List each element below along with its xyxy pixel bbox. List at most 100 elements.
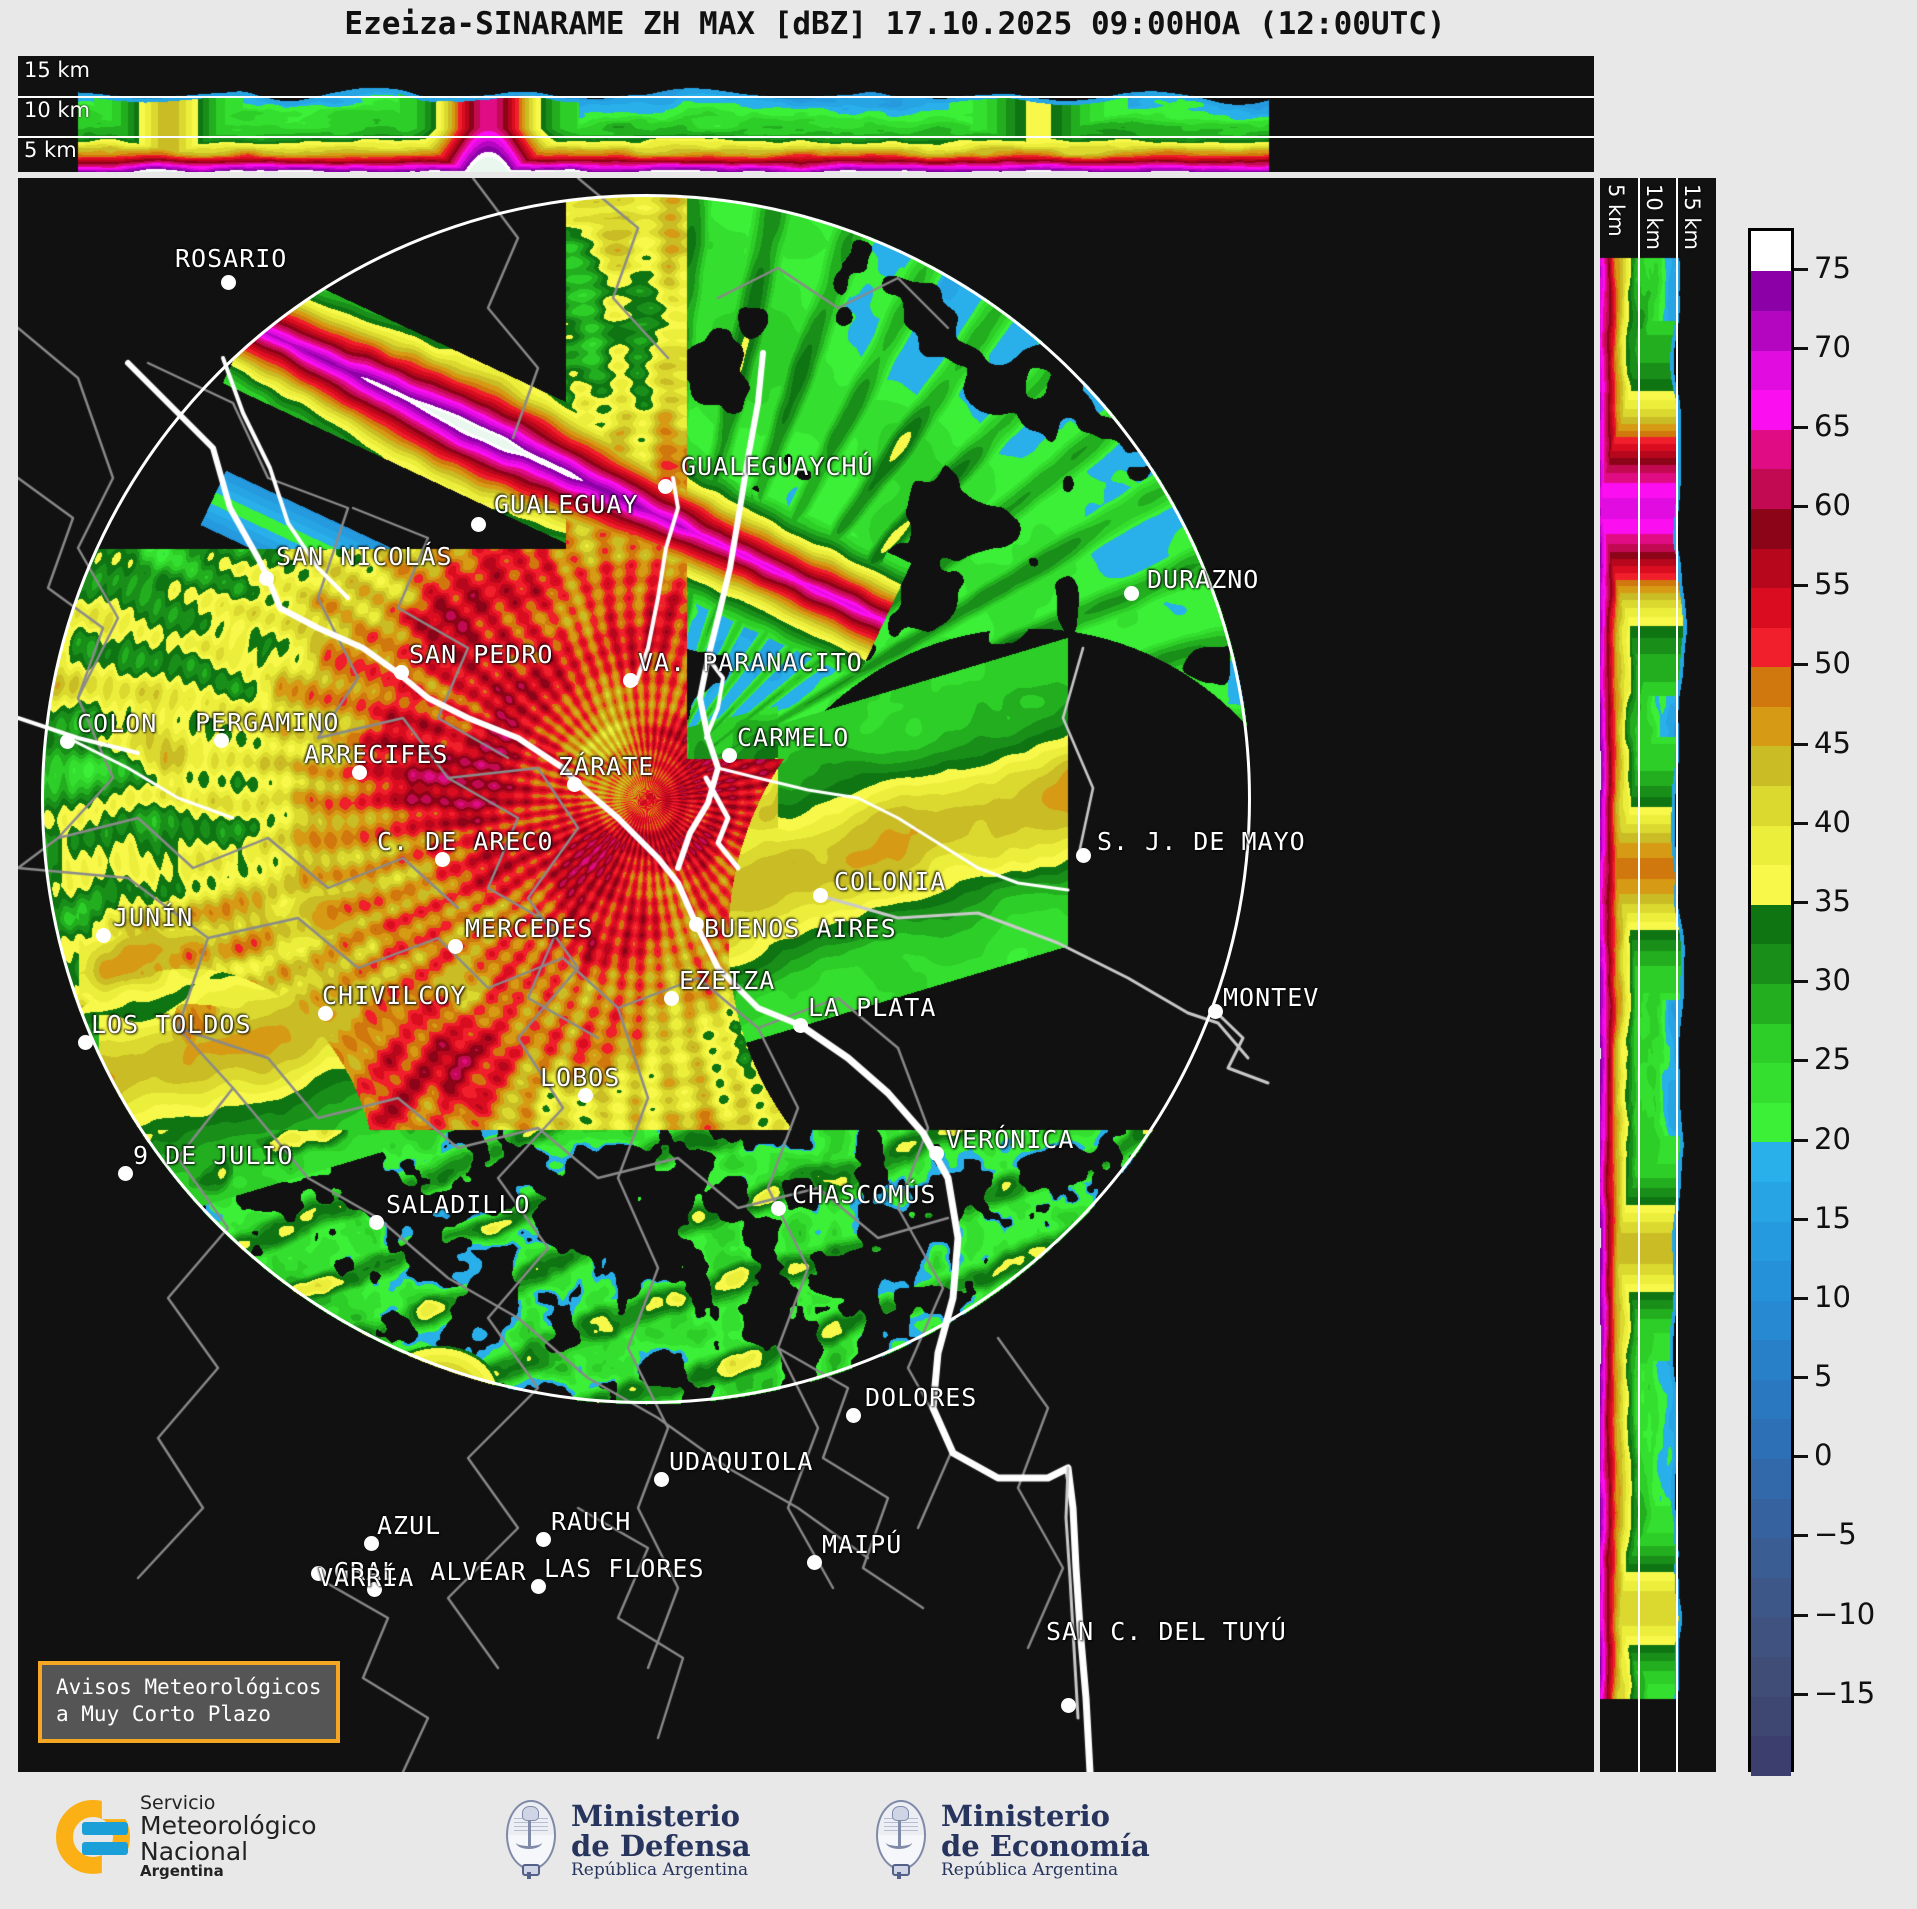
city-dot-icon	[448, 939, 463, 954]
city-dot-icon	[394, 665, 409, 680]
smn-logo-icon	[56, 1799, 130, 1874]
defensa-line3: República Argentina	[571, 1859, 749, 1880]
colorbar-tick-label: −15	[1814, 1675, 1876, 1710]
colorbar-segment	[1751, 310, 1791, 351]
cross-section-top-echo	[18, 56, 1594, 172]
colorbar-tick	[1794, 1376, 1808, 1380]
city-dot-icon	[658, 479, 673, 494]
city-label: UDAQUIOLA	[669, 1447, 814, 1476]
city-dot-icon	[793, 1018, 808, 1033]
city-dot-icon	[664, 991, 679, 1006]
city-dot-icon	[96, 928, 111, 943]
colorbar-tick-label: 40	[1814, 804, 1851, 839]
city-label: CARMELO	[737, 723, 850, 752]
city-label: CHASCOMÚS	[792, 1180, 937, 1209]
city-label: DOLORES	[865, 1383, 978, 1412]
colorbar-segment	[1751, 785, 1791, 826]
city-dot-icon	[435, 852, 450, 867]
colorbar-tick-label: 60	[1814, 488, 1851, 523]
city-dot-icon	[567, 777, 582, 792]
warning-badge[interactable]: Avisos Meteorológicos a Muy Corto Plazo	[38, 1661, 340, 1743]
colorbar-segment	[1751, 389, 1791, 430]
altitude-gridline-right-10km	[1676, 178, 1678, 1772]
altitude-label-right-10km: 10 km	[1642, 184, 1666, 251]
altitude-label-right-15km: 15 km	[1680, 184, 1704, 251]
colorbar-tick-label: 65	[1814, 408, 1851, 443]
cross-section-right-panel: 5 km 10 km 15 km	[1600, 178, 1716, 1772]
colorbar-tick	[1794, 584, 1808, 588]
colorbar-tick-label: 25	[1814, 1042, 1851, 1077]
cross-section-right-echo	[1600, 178, 1716, 1772]
colorbar-segment	[1751, 1339, 1791, 1380]
radar-range-ring	[41, 194, 1251, 1404]
colorbar-segment	[1751, 1299, 1791, 1341]
colorbar-segment	[1751, 1220, 1791, 1262]
colorbar-segment	[1751, 1735, 1791, 1776]
city-label: LOBOS	[540, 1063, 621, 1092]
city-label: DURAZNO	[1147, 565, 1260, 594]
city-label: EZEIZA	[679, 966, 776, 995]
city-dot-icon	[689, 917, 704, 932]
colorbar-tick	[1794, 505, 1808, 509]
colorbar-tick-label: 5	[1814, 1359, 1833, 1394]
colorbar-tick-label: 45	[1814, 725, 1851, 760]
colorbar-tick	[1794, 1059, 1808, 1063]
colorbar-segment	[1751, 904, 1791, 945]
city-label: S. J. DE MAYO	[1097, 827, 1306, 856]
city-label: LAS FLORES	[544, 1554, 705, 1583]
colorbar-segment	[1751, 1101, 1791, 1143]
logo-ministerio-economia: Ministerio de Economía República Argenti…	[870, 1798, 1150, 1882]
city-dot-icon	[311, 1566, 326, 1581]
economia-line3: República Argentina	[941, 1859, 1119, 1880]
colorbar-segment	[1751, 231, 1791, 272]
city-label: 9 DE JULIO	[133, 1141, 294, 1170]
city-dot-icon	[352, 765, 367, 780]
colorbar-tick	[1794, 346, 1808, 350]
colorbar-tick-label: 10	[1814, 1279, 1851, 1314]
city-dot-icon	[367, 1582, 382, 1597]
city-label: RAUCH	[551, 1507, 632, 1536]
city-label: COLONIA	[834, 867, 947, 896]
colorbar-tick	[1794, 1217, 1808, 1221]
city-label: COLON	[77, 709, 158, 738]
warning-badge-line1: Avisos Meteorológicos	[56, 1675, 322, 1699]
city-dot-icon	[807, 1555, 822, 1570]
altitude-label-right-5km: 5 km	[1604, 184, 1628, 237]
economia-line1: Ministerio	[941, 1798, 1111, 1833]
colorbar-segment	[1751, 1022, 1791, 1064]
logo-ministerio-defensa: Ministerio de Defensa República Argentin…	[500, 1798, 751, 1882]
colorbar-segment	[1751, 587, 1791, 628]
colorbar-segment	[1751, 824, 1791, 866]
colorbar-tick-label: 0	[1814, 1438, 1833, 1473]
city-dot-icon	[1076, 848, 1091, 863]
city-dot-icon	[60, 734, 75, 749]
colorbar-segment	[1751, 1497, 1791, 1539]
colorbar-segment	[1751, 547, 1791, 589]
colorbar-segment	[1751, 706, 1791, 747]
city-label: CHIVILCOY	[322, 981, 467, 1010]
city-label: LA PLATA	[808, 993, 937, 1022]
radar-map-panel[interactable]: ROSARIO GUALEGUAYCHÚ GUALEGUAY SAN NICOLÁS D…	[18, 178, 1594, 1772]
city-label: C. DE AREC0	[377, 827, 554, 856]
colorbar-tick-label: 20	[1814, 1121, 1851, 1156]
city-dot-icon	[118, 1166, 133, 1181]
city-label: SAN NICOLÁS	[276, 542, 453, 571]
colorbar-tick-label: 35	[1814, 884, 1851, 919]
city-dot-icon	[578, 1088, 593, 1103]
city-label: GUALEGUAYCHÚ	[681, 452, 874, 481]
colorbar-segment	[1751, 1141, 1791, 1182]
colorbar-segment	[1751, 349, 1791, 391]
colorbar-segment	[1751, 428, 1791, 470]
smn-line2: Meteorológico	[140, 1811, 317, 1841]
colorbar-gradient	[1748, 228, 1794, 1776]
city-dot-icon	[813, 888, 828, 903]
colorbar-segment	[1751, 864, 1791, 905]
colorbar-tick	[1794, 901, 1808, 905]
city-label: ROSARIO	[175, 244, 288, 273]
colorbar-segment	[1751, 1260, 1791, 1301]
colorbar-segment	[1751, 1458, 1791, 1499]
city-label: SAN PEDRO	[409, 640, 554, 669]
colorbar-segment	[1751, 626, 1791, 668]
city-label: VARRÍA	[318, 1563, 415, 1592]
altitude-gridline-10km	[18, 96, 1594, 98]
